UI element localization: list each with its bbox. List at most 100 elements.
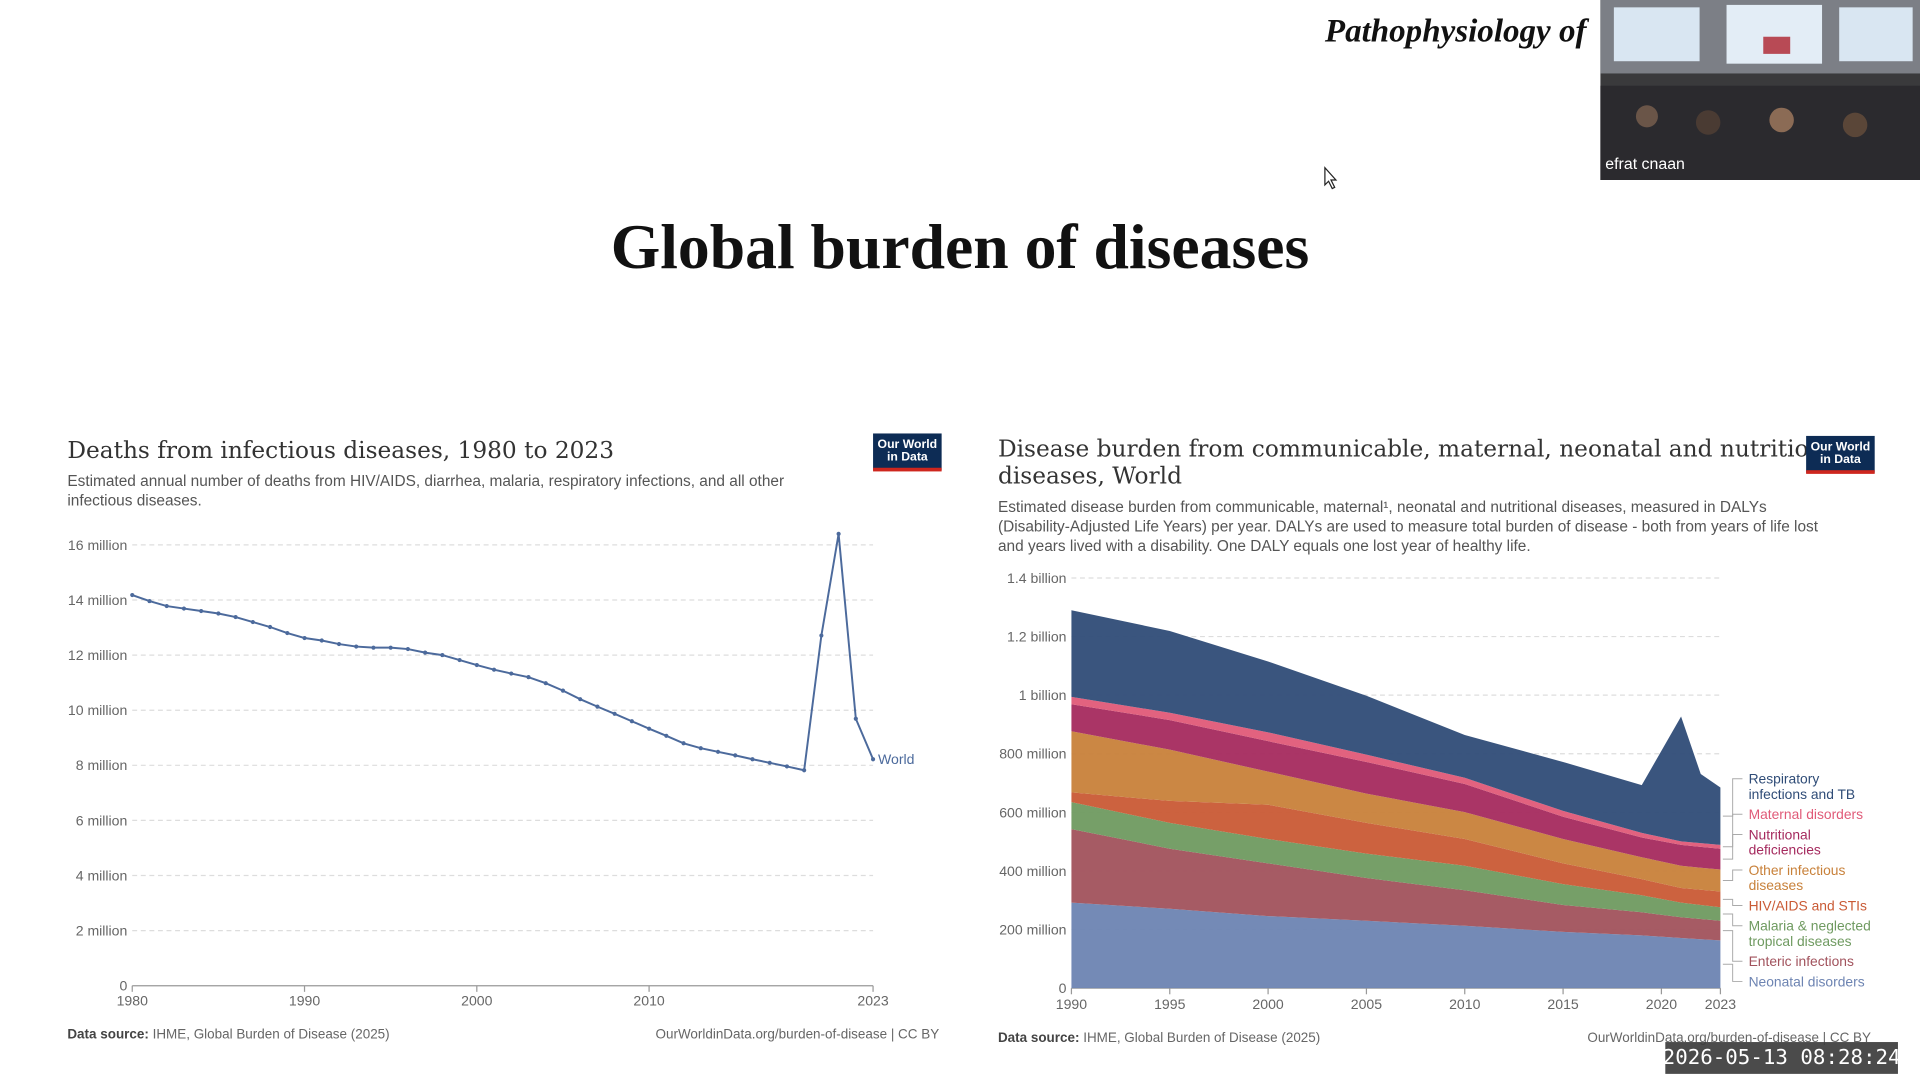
y-tick-label: 800 million xyxy=(999,746,1066,762)
logo-text: in Data xyxy=(887,449,928,463)
chart: Deaths from infectious diseases, 1980 to… xyxy=(67,433,942,1041)
data-point xyxy=(750,757,755,762)
x-tick-label: 2023 xyxy=(857,992,888,1008)
data-point xyxy=(509,671,514,676)
data-point xyxy=(423,650,428,655)
data-point xyxy=(612,711,617,716)
data-point xyxy=(578,697,583,702)
legend-connector xyxy=(1722,813,1743,848)
source-label: Data source: xyxy=(998,1030,1080,1045)
y-tick-label: 16 million xyxy=(68,537,127,553)
y-tick-label: 600 million xyxy=(999,804,1066,820)
legend-label: Respiratory infections and TB xyxy=(1749,771,1856,802)
area-layer xyxy=(1071,731,1721,892)
mouse-cursor xyxy=(1324,166,1338,190)
data-point xyxy=(698,746,703,751)
x-tick-label: 2000 xyxy=(1252,996,1283,1012)
y-tick-label: 10 million xyxy=(68,702,127,718)
data-point xyxy=(474,662,479,668)
legend-label: Malaria & neglected tropical diseases xyxy=(1749,918,1871,949)
source-url: OurWorldinData.org/burden-of-disease | C… xyxy=(656,1026,940,1041)
legend-label: Other infectious diseases xyxy=(1749,862,1846,893)
logo-text: Our World xyxy=(1811,440,1871,454)
x-tick-label: 2023 xyxy=(1705,996,1736,1012)
data-point xyxy=(491,667,497,672)
data-point xyxy=(405,646,410,652)
y-tick-label: 6 million xyxy=(76,812,128,828)
logo-stripe xyxy=(1806,470,1875,474)
data-point xyxy=(802,768,807,773)
charts: Deaths from infectious diseases, 1980 to… xyxy=(67,433,1875,1045)
x-tick-label: 1990 xyxy=(289,992,320,1008)
source: IHME, Global Burden of Disease (2025) xyxy=(1083,1030,1320,1045)
legend-connector xyxy=(1722,834,1743,860)
audience xyxy=(1600,85,1920,180)
room-screen-chart xyxy=(1763,36,1791,54)
data-line xyxy=(131,533,874,772)
data-point xyxy=(664,733,669,738)
legend-label: HIV/AIDS and STIs xyxy=(1749,897,1867,913)
area-layer xyxy=(1071,610,1721,845)
data-point xyxy=(147,599,152,604)
legend-connector xyxy=(1722,930,1743,962)
data-point xyxy=(302,635,307,641)
chart-title: Disease burden from communicable, matern… xyxy=(998,436,1845,490)
data-point xyxy=(250,619,255,625)
legend-connector xyxy=(1722,963,1743,982)
timestamp-box xyxy=(1665,1042,1898,1074)
y-tick-label: 14 million xyxy=(68,592,127,608)
data-point xyxy=(870,757,876,762)
data-point xyxy=(216,611,221,616)
logo-box xyxy=(1806,435,1875,473)
chart-subtitle: Estimated annual number of deaths from H… xyxy=(67,473,784,510)
person xyxy=(1635,105,1658,128)
area-layer xyxy=(1071,696,1721,849)
legend-connector xyxy=(1722,898,1743,906)
room-screen xyxy=(1839,7,1913,62)
chart: Disease burden from communicable, matern… xyxy=(998,436,1875,1045)
data-point xyxy=(388,645,393,650)
data-point xyxy=(267,624,273,630)
source-url: OurWorldinData.org/burden-of-disease | C… xyxy=(1587,1030,1871,1045)
legend-connector xyxy=(1722,913,1743,927)
x-tick-label: 1995 xyxy=(1154,996,1185,1012)
y-tick-label: 8 million xyxy=(76,757,128,773)
y-tick-label: 0 xyxy=(1059,980,1067,996)
room-screen xyxy=(1726,4,1823,64)
y-tick-label: 1 billion xyxy=(1019,687,1067,703)
legend-connector xyxy=(1722,869,1743,881)
area-layer xyxy=(1071,829,1721,941)
slide-header: Pathophysiology of xyxy=(1324,14,1590,50)
source: IHME, Global Burden of Disease (2025) xyxy=(153,1026,390,1041)
logo-text: in Data xyxy=(1820,452,1861,466)
data-point xyxy=(560,688,566,693)
y-tick-label: 12 million xyxy=(68,647,127,663)
x-tick-label: 2010 xyxy=(633,992,664,1008)
data-point xyxy=(336,642,342,647)
logo-box xyxy=(873,433,942,471)
participant-name: efrat cnaan xyxy=(1605,156,1685,173)
chart-title: Deaths from infectious diseases, 1980 to… xyxy=(67,437,614,464)
x-tick-label: 2000 xyxy=(461,992,492,1008)
data-point xyxy=(457,657,462,663)
series-label: World xyxy=(878,751,915,767)
legend-label: Maternal disorders xyxy=(1749,806,1864,822)
data-point xyxy=(836,531,841,536)
timestamp: 2026-05-13 08:28:24 xyxy=(1663,1045,1901,1069)
data-point xyxy=(285,630,290,636)
data-point xyxy=(181,606,187,611)
area-layer xyxy=(1071,704,1721,870)
data-point xyxy=(819,633,824,638)
logo-stripe xyxy=(873,467,942,472)
source-line: Data source: IHME, Global Burden of Dise… xyxy=(67,1026,389,1041)
person xyxy=(1769,107,1794,133)
source-line: Data source: IHME, Global Burden of Dise… xyxy=(998,1030,1320,1045)
y-tick-label: 0 xyxy=(120,978,128,994)
data-point xyxy=(130,592,135,598)
data-point xyxy=(715,749,721,754)
x-tick-label: 2015 xyxy=(1547,996,1578,1012)
y-tick-label: 1.2 billion xyxy=(1007,628,1066,644)
area-layer xyxy=(1071,792,1721,908)
data-point xyxy=(543,681,548,686)
data-point xyxy=(784,764,790,769)
